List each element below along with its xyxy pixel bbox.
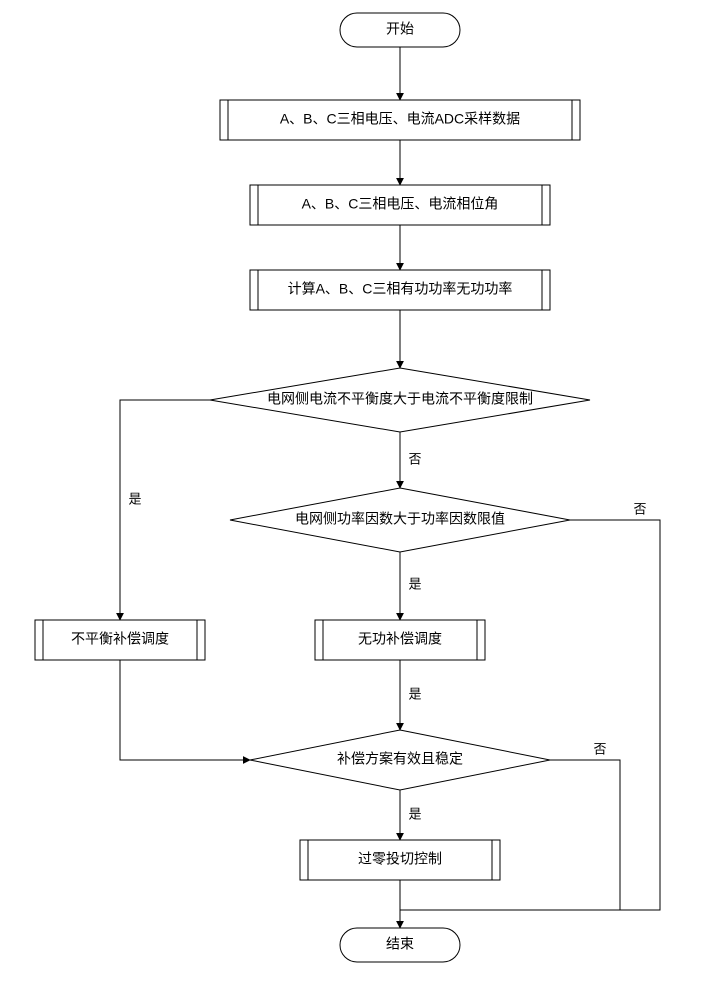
node-p3-label: 计算A、B、C三相有功功率无功功率 [288, 281, 513, 297]
node-d3-label: 补偿方案有效且稳定 [337, 751, 463, 767]
node-p2-label: A、B、C三相电压、电流相位角 [302, 196, 499, 212]
node-pA-label: 不平衡补偿调度 [71, 631, 169, 647]
node-pA: 不平衡补偿调度 [35, 620, 205, 660]
edge-label: 是 [408, 576, 421, 591]
edge [120, 400, 210, 620]
node-start-label: 开始 [386, 21, 414, 37]
node-pB: 无功补偿调度 [315, 620, 485, 660]
node-d2: 电网侧功率因数大于功率因数限值 [230, 488, 570, 552]
node-p1: A、B、C三相电压、电流ADC采样数据 [220, 100, 580, 140]
node-end: 结束 [340, 928, 460, 962]
node-p3: 计算A、B、C三相有功功率无功功率 [250, 270, 550, 310]
node-pB-label: 无功补偿调度 [358, 631, 442, 647]
edge-label: 否 [593, 741, 606, 756]
edge-label: 是 [408, 806, 421, 821]
edge-label: 否 [633, 501, 646, 516]
edge-label: 是 [408, 686, 421, 701]
node-d1: 电网侧电流不平衡度大于电流不平衡度限制 [210, 368, 590, 432]
node-start: 开始 [340, 13, 460, 47]
edge-label: 是 [128, 491, 141, 506]
node-p1-label: A、B、C三相电压、电流ADC采样数据 [280, 111, 520, 127]
flowchart-canvas: 否是是否是是否开始A、B、C三相电压、电流ADC采样数据A、B、C三相电压、电流… [0, 0, 705, 1000]
node-p4-label: 过零投切控制 [358, 851, 442, 867]
edge [120, 660, 250, 760]
node-d3: 补偿方案有效且稳定 [250, 730, 550, 790]
node-p4: 过零投切控制 [300, 840, 500, 880]
node-d1-label: 电网侧电流不平衡度大于电流不平衡度限制 [267, 391, 533, 407]
node-end-label: 结束 [386, 936, 414, 952]
edge-label: 否 [408, 451, 421, 466]
node-d2-label: 电网侧功率因数大于功率因数限值 [295, 511, 505, 527]
node-p2: A、B、C三相电压、电流相位角 [250, 185, 550, 225]
